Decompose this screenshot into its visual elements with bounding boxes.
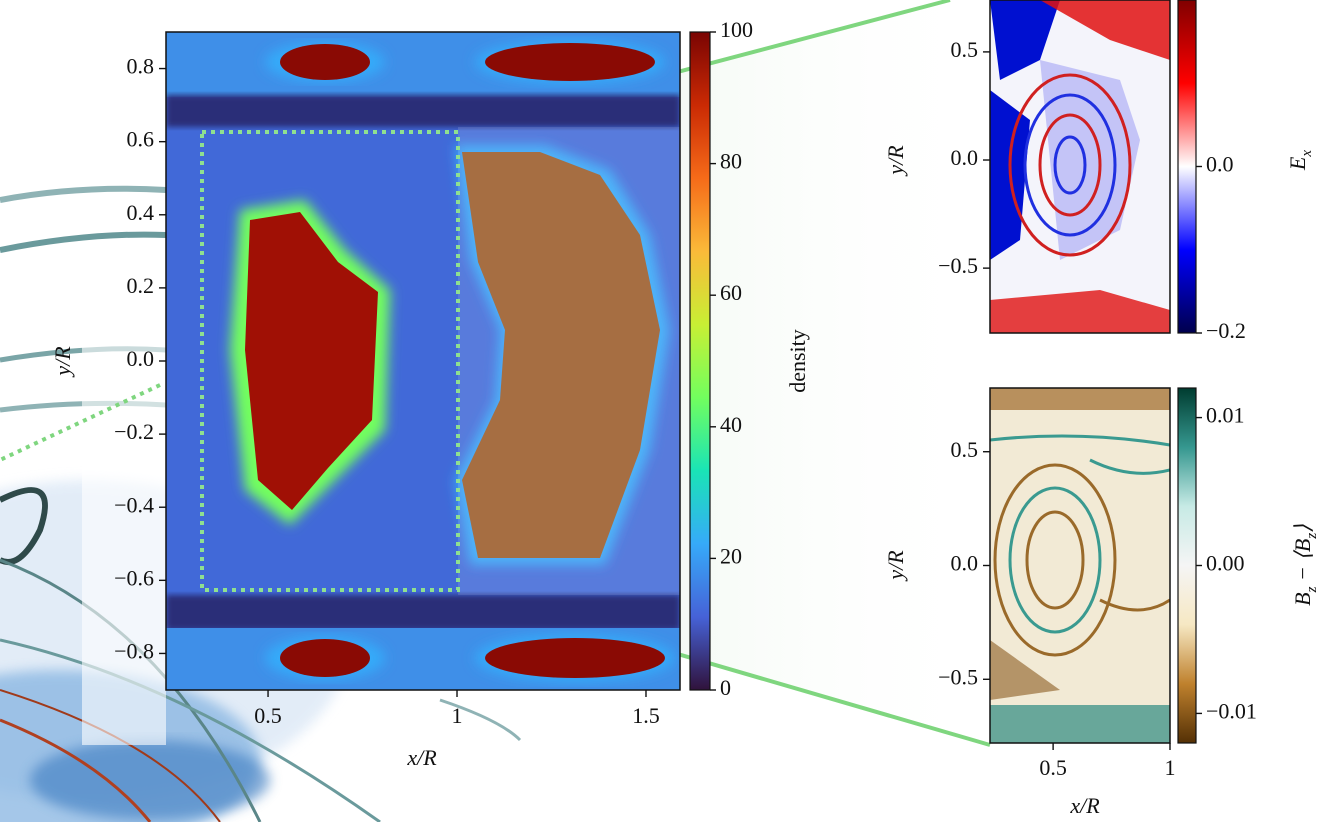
y-axis-label: y/R xyxy=(883,550,908,582)
y-tick-label: 0.6 xyxy=(127,127,155,152)
y-tick-label: −0.5 xyxy=(938,664,978,689)
colorbar-tick-label: 80 xyxy=(720,149,742,174)
colorbar-tick-label: −0.01 xyxy=(1206,698,1257,723)
x-tick-label: 1 xyxy=(452,703,463,728)
y-tick-label: 0.5 xyxy=(951,437,979,462)
y-tick-label: 0.0 xyxy=(127,346,155,371)
colorbar-label-part: density xyxy=(785,329,810,393)
colorbar-tick-label: 0.00 xyxy=(1206,551,1245,576)
x-tick-label: 1 xyxy=(1165,755,1176,780)
colorbar-label-part: E xyxy=(1285,156,1310,171)
colorbar-label: Bz − ⟨Bz⟩ xyxy=(1290,524,1320,606)
y-axis-label: y/R xyxy=(883,145,908,177)
colorbar-tick-label: 0.0 xyxy=(1206,152,1234,177)
colorbar-label-part: − ⟨B xyxy=(1290,539,1315,587)
y-tick-label: −0.6 xyxy=(114,565,154,590)
x-axis-label: x/R xyxy=(1069,793,1100,818)
colorbar-label: density xyxy=(785,329,810,393)
y-tick-label: −0.4 xyxy=(114,492,154,517)
colorbar-tick-label: 40 xyxy=(720,412,742,437)
density-map xyxy=(166,32,680,690)
x-tick-label: 1.5 xyxy=(632,703,660,728)
colorbar-tick-label: 60 xyxy=(720,280,742,305)
y-tick-label: −0.2 xyxy=(114,419,154,444)
colorbar-tick-label: 0.01 xyxy=(1206,403,1245,428)
y-tick-label: 0.5 xyxy=(951,37,979,62)
y-tick-label: 0.0 xyxy=(951,551,979,576)
y-tick-label: 0.2 xyxy=(127,273,155,298)
colorbar-tick-label: 100 xyxy=(720,17,753,42)
x-tick-label: 0.5 xyxy=(254,703,282,728)
x-axis-label: x/R xyxy=(406,745,437,770)
colorbar xyxy=(1178,388,1196,743)
figure: −0.8 −0.6 −0.4 −0.2 0.0 0.2 0.4 0.6 0.8 0.5 1 1.5 x/… xyxy=(0,0,1323,822)
y-tick-label: 0.8 xyxy=(127,54,155,79)
page: {"chart_data": [ {"type": "heatmap", "xl… xyxy=(0,0,1323,822)
y-tick-label: −0.5 xyxy=(938,253,978,278)
bz-map xyxy=(990,388,1170,743)
colorbar-label-part: B xyxy=(1290,592,1315,605)
ex-map xyxy=(990,0,1170,333)
y-tick-label: −0.8 xyxy=(114,638,154,663)
colorbar-label-part: x xyxy=(1299,150,1315,158)
colorbar-tick-label: 20 xyxy=(720,543,742,568)
colorbar-label-part: ⟩ xyxy=(1290,524,1315,533)
y-tick-label: 0.0 xyxy=(951,145,979,170)
colorbar-tick-label: −0.2 xyxy=(1206,318,1246,343)
y-axis-label: y/R xyxy=(50,346,75,378)
colorbar-tick-label: 0 xyxy=(720,675,731,700)
x-tick-label: 0.5 xyxy=(1039,755,1067,780)
y-tick-label: 0.4 xyxy=(127,200,155,225)
colorbar xyxy=(1178,0,1196,333)
colorbar xyxy=(690,32,710,690)
colorbar-label: Ex xyxy=(1285,150,1315,171)
